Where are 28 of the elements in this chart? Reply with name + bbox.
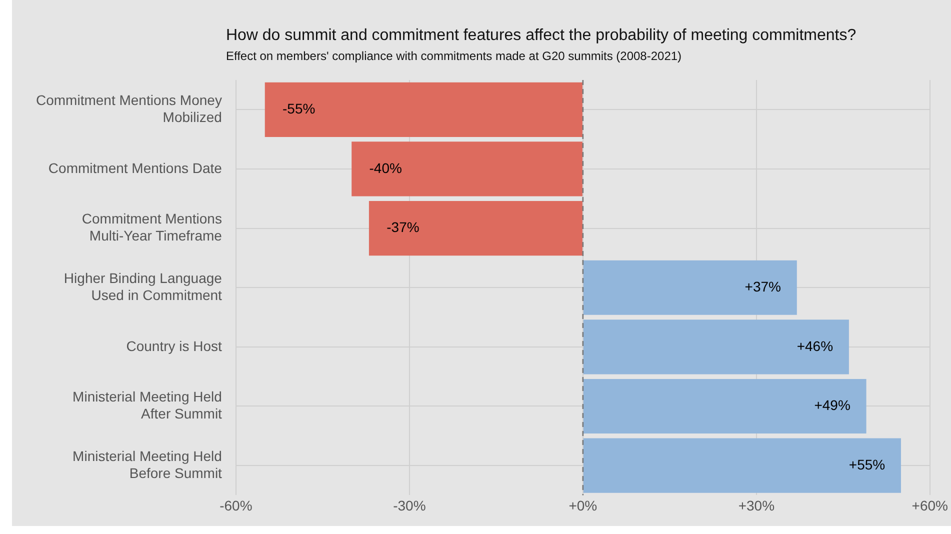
- y-tick-label: Higher Binding Language Used in Commitment: [64, 270, 222, 303]
- bar: [583, 260, 797, 315]
- data-label: -40%: [369, 160, 402, 176]
- data-label: +49%: [814, 397, 850, 414]
- data-label: -55%: [282, 100, 316, 117]
- x-tick-label: +30%: [738, 497, 775, 514]
- data-label: -37%: [386, 219, 420, 236]
- bar: [352, 142, 582, 196]
- bar: [583, 438, 901, 493]
- chart-title: How do summit and commitment features affect the probability of meeting commitments?: [226, 27, 856, 44]
- y-tick-label: Country is Host: [126, 338, 222, 354]
- y-tick-label: Ministerial Meeting Held Before Summit: [72, 448, 222, 481]
- bar: [583, 378, 866, 434]
- bar: [368, 201, 582, 256]
- bar: [583, 320, 849, 374]
- x-tick-label: +0%: [568, 497, 598, 514]
- x-tick-label: +60%: [912, 497, 948, 514]
- y-tick-label: Ministerial Meeting Held After Summit: [72, 388, 222, 422]
- bar: [264, 82, 582, 137]
- y-tick-label: Commitment Mentions Date: [48, 160, 222, 176]
- data-label: +55%: [848, 456, 886, 472]
- data-label: +46%: [796, 338, 834, 354]
- chart-subtitle: Effect on members' compliance with commitments made at G20 summits (2008-2021): [226, 49, 682, 63]
- data-label: +37%: [744, 278, 781, 294]
- x-tick-label: -60%: [220, 497, 252, 514]
- y-tick-label: Commitment Mentions Multi-Year Timeframe: [82, 210, 222, 244]
- y-tick-label: Commitment Mentions Money Mobilized: [36, 92, 222, 125]
- x-tick-label: -30%: [393, 497, 426, 514]
